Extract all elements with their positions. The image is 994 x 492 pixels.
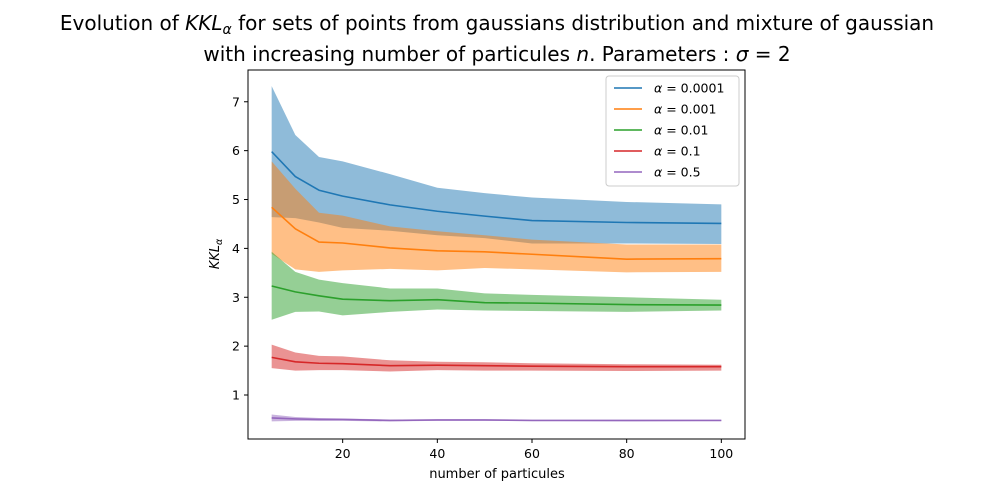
line-series-1 (271, 206, 722, 260)
legend-label-0-001: α = 0.001 (654, 102, 716, 117)
y-tick-label: 7 (232, 94, 240, 109)
x-axis-label: number of particules (429, 467, 565, 482)
x-tick-label: 60 (524, 446, 540, 461)
y-tick-label: 6 (232, 143, 240, 158)
y-tick-label: 2 (232, 339, 240, 354)
line-series-0 (271, 151, 722, 225)
y-axis-ticks: 1 2 3 4 5 6 7 (232, 94, 248, 403)
x-tick-label: 20 (335, 446, 351, 461)
y-tick-label: 1 (232, 388, 240, 403)
x-tick-label: 80 (619, 446, 635, 461)
x-tick-label: 100 (709, 446, 733, 461)
x-tick-label: 40 (429, 446, 445, 461)
legend-label-0-0001: α = 0.0001 (654, 81, 724, 96)
y-tick-label: 5 (232, 192, 240, 207)
band-series-3 (271, 344, 722, 372)
line-series-4 (271, 417, 722, 422)
plot-frame (247, 69, 746, 440)
line-series-3 (271, 356, 722, 368)
legend-label-0-5: α = 0.5 (654, 165, 701, 180)
y-tick-label: 3 (232, 290, 240, 305)
line-series-2 (271, 285, 722, 306)
title-line-2: with increasing number of particules n. … (203, 42, 790, 66)
legend-label-0-1: α = 0.1 (654, 144, 701, 159)
band-series-2 (271, 251, 722, 320)
chart-title: Evolution of KKLα for sets of points fro… (60, 11, 934, 66)
x-axis-ticks: 20 40 60 80 100 (335, 439, 733, 461)
series-lines (271, 151, 722, 422)
y-axis-label: KKLα (208, 238, 225, 269)
title-line-1: Evolution of KKLα for sets of points fro… (60, 11, 934, 38)
legend-label-0-01: α = 0.01 (654, 123, 709, 138)
legend: α = 0.0001 α = 0.001 α = 0.01 α = 0.1 α = 0.… (605, 75, 740, 187)
band-series-1 (271, 161, 722, 273)
y-tick-label: 4 (232, 241, 240, 256)
legend-box (605, 75, 740, 187)
